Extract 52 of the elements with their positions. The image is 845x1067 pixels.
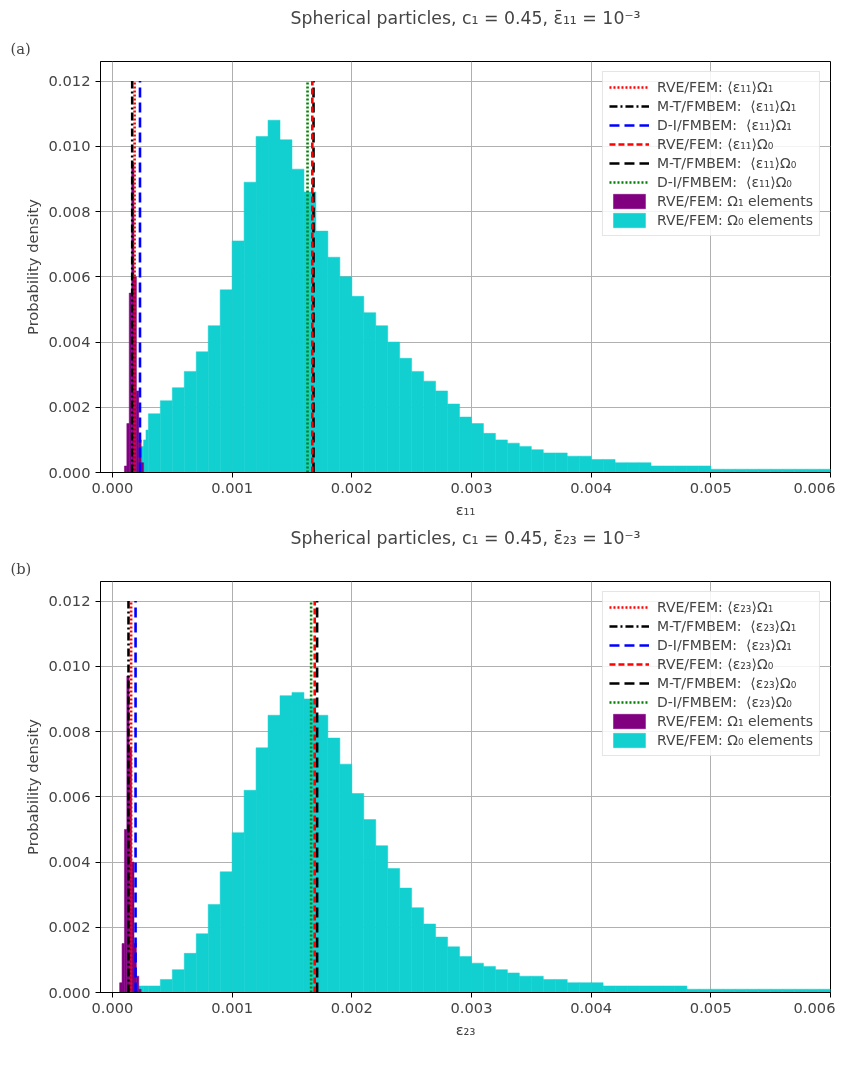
- legend-label: RVE/FEM: ⟨ε₂₃⟩Ω₀: [656, 655, 774, 673]
- y-tick-label: 0.006: [48, 267, 91, 285]
- text: (b): [10, 559, 32, 577]
- legend-label: RVE/FEM: Ω₁ elements: [656, 712, 813, 730]
- y-tick-label: 0.008: [48, 202, 91, 220]
- chart-title: Spherical particles, c₁ = 0.45, ε̄₂₃ = 10⁻³: [290, 527, 641, 548]
- y-tick-label: 0.002: [48, 918, 91, 936]
- x-tick-label: 0.001: [211, 998, 254, 1016]
- legend-label: D-I/FMBEM: ⟨ε₁₁⟩Ω₁: [656, 116, 792, 134]
- y-axis-title: Probability density: [23, 718, 41, 855]
- text: (a): [10, 39, 31, 57]
- legend-label: RVE/FEM: Ω₀ elements: [656, 211, 813, 229]
- y-tick-label: 0.010: [48, 657, 91, 675]
- x-tick-label: 0.005: [689, 998, 732, 1016]
- legend-label: M-T/FMBEM: ⟨ε₁₁⟩Ω₀: [656, 154, 797, 172]
- legend-label: M-T/FMBEM: ⟨ε₁₁⟩Ω₁: [656, 97, 797, 115]
- x-tick-label: 0.004: [570, 478, 613, 496]
- x-tick-label: 0.000: [91, 998, 134, 1016]
- y-tick-label: 0.006: [48, 787, 91, 805]
- y-tick-label: 0.000: [48, 463, 91, 481]
- y-tick-label: 0.012: [48, 72, 91, 90]
- chart-title: Spherical particles, c₁ = 0.45, ε̄₁₁ = 10⁻³: [290, 7, 641, 28]
- x-tick-label: 0.006: [793, 478, 836, 496]
- x-axis-title: ε₂₃: [455, 1020, 476, 1038]
- x-tick-label: 0.006: [793, 998, 836, 1016]
- x-tick-label: 0.003: [450, 998, 493, 1016]
- legend-label: D-I/FMBEM: ⟨ε₁₁⟩Ω₀: [656, 173, 792, 191]
- legend-label: RVE/FEM: Ω₀ elements: [656, 731, 813, 749]
- x-tick-label: 0.001: [211, 478, 254, 496]
- x-tick-label: 0.003: [450, 478, 493, 496]
- x-tick-label: 0.000: [91, 478, 134, 496]
- y-tick-label: 0.010: [48, 137, 91, 155]
- x-tick-label: 0.004: [570, 998, 613, 1016]
- x-tick-label: 0.005: [689, 478, 732, 496]
- y-tick-label: 0.004: [48, 853, 91, 871]
- x-tick-label: 0.002: [330, 998, 373, 1016]
- y-tick-label: 0.000: [48, 983, 91, 1001]
- y-tick-label: 0.004: [48, 333, 91, 351]
- legend-label: RVE/FEM: ⟨ε₁₁⟩Ω₀: [656, 135, 774, 153]
- legend-label: D-I/FMBEM: ⟨ε₂₃⟩Ω₁: [656, 636, 792, 654]
- legend-label: D-I/FMBEM: ⟨ε₂₃⟩Ω₀: [656, 693, 792, 711]
- x-axis-title: ε₁₁: [455, 500, 476, 518]
- legend-label: RVE/FEM: Ω₁ elements: [656, 192, 813, 210]
- legend-label: RVE/FEM: ⟨ε₂₃⟩Ω₁: [656, 598, 774, 616]
- legend-label: M-T/FMBEM: ⟨ε₂₃⟩Ω₀: [656, 674, 797, 692]
- y-axis-title: Probability density: [23, 198, 41, 335]
- legend-label: RVE/FEM: ⟨ε₁₁⟩Ω₁: [656, 78, 774, 96]
- legend-label: M-T/FMBEM: ⟨ε₂₃⟩Ω₁: [656, 617, 797, 635]
- y-tick-label: 0.002: [48, 398, 91, 416]
- y-tick-label: 0.008: [48, 722, 91, 740]
- x-tick-label: 0.002: [330, 478, 373, 496]
- y-tick-label: 0.012: [48, 592, 91, 610]
